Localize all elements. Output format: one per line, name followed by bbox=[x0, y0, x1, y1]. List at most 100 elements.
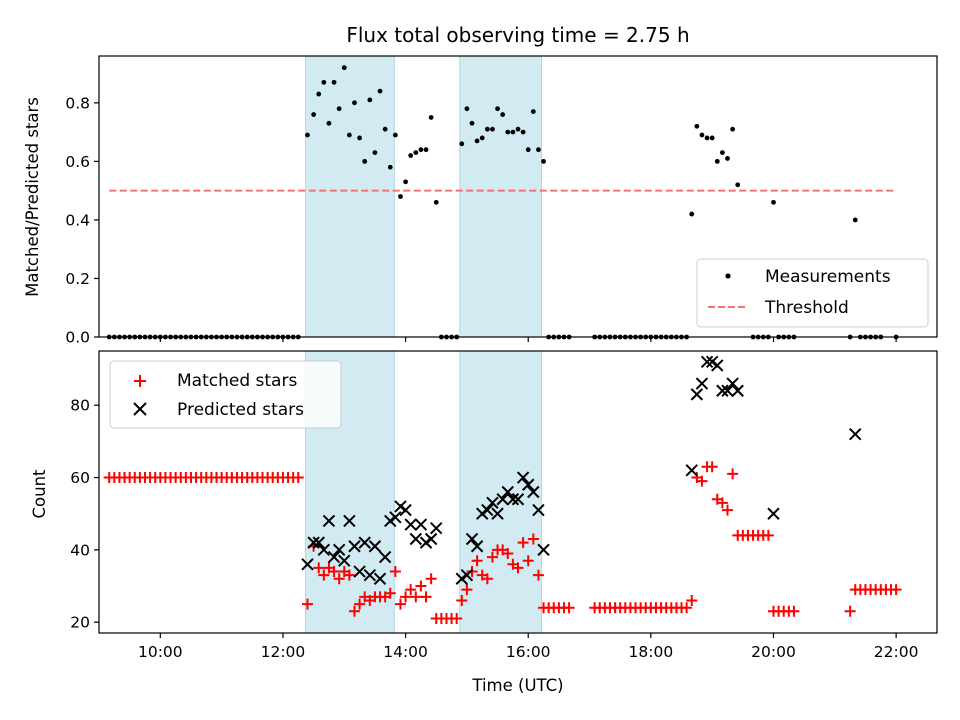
measurements-point bbox=[520, 129, 526, 135]
predicted-stars-point bbox=[332, 543, 346, 557]
measurements-point bbox=[704, 135, 710, 141]
measurements-point bbox=[382, 126, 388, 132]
measurements-point bbox=[459, 141, 465, 147]
measurements-point bbox=[341, 65, 347, 71]
measurements-point bbox=[387, 164, 393, 170]
measurements-point bbox=[530, 109, 536, 115]
predicted-stars-point bbox=[700, 355, 714, 369]
predicted-stars-point bbox=[695, 377, 709, 390]
predicted-stars-point bbox=[481, 503, 494, 517]
measurements-point bbox=[331, 79, 337, 85]
measurements-point bbox=[689, 211, 695, 217]
bottom-axes-frame bbox=[98, 350, 938, 634]
measurements-point bbox=[311, 112, 317, 117]
predicted-stars-point bbox=[404, 518, 417, 531]
predicted-stars-point bbox=[516, 471, 530, 484]
matched-stars-point bbox=[410, 591, 422, 603]
predicted-stars-point bbox=[358, 536, 371, 549]
measurements-point bbox=[398, 194, 403, 199]
matched-stars-point bbox=[466, 566, 478, 578]
matched-stars-point bbox=[394, 598, 406, 610]
predicted-stars-point bbox=[301, 558, 314, 571]
predicted-stars-point bbox=[511, 493, 525, 506]
bottom-highlight-span-1 bbox=[459, 350, 543, 634]
bottom-y-axis-label: Count bbox=[30, 469, 49, 519]
measurements-point bbox=[490, 126, 495, 132]
matched-stars-point bbox=[333, 573, 345, 585]
measurements-point bbox=[505, 129, 511, 135]
bottom-y-tick-label: 80 bbox=[70, 397, 90, 415]
measurements-point bbox=[730, 126, 736, 132]
predicted-stars-point bbox=[317, 543, 331, 557]
predicted-stars-point bbox=[685, 464, 698, 477]
measurements-point bbox=[500, 112, 506, 117]
matched-stars-point bbox=[502, 547, 514, 559]
matched-stars-point bbox=[512, 562, 524, 574]
matched-stars-point bbox=[451, 613, 463, 625]
predicted-stars-point bbox=[522, 478, 535, 491]
measurements-point bbox=[735, 182, 741, 188]
measurements-point bbox=[418, 147, 424, 153]
x-tick-label: 18:00 bbox=[629, 643, 674, 661]
x-tick-label: 12:00 bbox=[261, 643, 306, 661]
top-y-tick-label: 0.2 bbox=[65, 270, 90, 288]
matched-stars-point bbox=[354, 598, 366, 610]
predicted-stars-point bbox=[343, 514, 356, 528]
predicted-stars-point bbox=[527, 485, 540, 499]
measurements-point bbox=[771, 199, 776, 205]
measurements-point bbox=[428, 115, 434, 120]
predicted-stars-point bbox=[312, 536, 325, 549]
matched-stars-point bbox=[517, 537, 529, 549]
matched-stars-point bbox=[696, 475, 708, 487]
measurements-point bbox=[479, 135, 485, 141]
matched-stars-point bbox=[681, 602, 693, 614]
bottom-y-tick-label: 20 bbox=[70, 614, 90, 632]
matched-stars-point bbox=[348, 605, 360, 617]
matched-stars-point bbox=[313, 562, 325, 574]
matched-stars-point bbox=[292, 472, 304, 484]
predicted-stars-point bbox=[322, 514, 336, 528]
predicted-stars-point bbox=[368, 540, 382, 553]
top-highlight-span-0 bbox=[304, 55, 395, 338]
predicted-stars-point bbox=[430, 521, 443, 535]
matched-stars-point bbox=[532, 569, 544, 581]
matched-stars-point bbox=[527, 533, 539, 545]
matched-stars-point bbox=[722, 504, 733, 516]
measurements-point bbox=[464, 106, 470, 112]
predicted-stars-point bbox=[470, 540, 484, 553]
matched-stars-point bbox=[563, 602, 575, 614]
predicted-stars-point bbox=[849, 427, 862, 441]
measurements-point bbox=[362, 158, 368, 164]
matched-stars-point bbox=[425, 573, 437, 585]
matched-stars-point bbox=[788, 605, 800, 617]
matched-stars-point bbox=[328, 566, 340, 578]
predicted-stars-point bbox=[348, 540, 361, 553]
top-highlight-span-1 bbox=[459, 55, 543, 338]
top-y-tick-label: 0.4 bbox=[65, 211, 90, 229]
measurements-point bbox=[852, 217, 858, 223]
measurements-point bbox=[719, 150, 725, 155]
matched-stars-point bbox=[762, 529, 774, 541]
predicted-stars-point bbox=[465, 532, 479, 546]
predicted-stars-point bbox=[327, 550, 341, 564]
measurements-point bbox=[357, 135, 362, 141]
bottom-y-tick-label: 40 bbox=[70, 541, 90, 559]
matched-stars-point bbox=[486, 551, 498, 563]
matched-stars-point bbox=[405, 584, 417, 596]
predicted-stars-point bbox=[501, 485, 514, 499]
measurements-point bbox=[484, 126, 490, 132]
top-y-axis-label: Matched/Predicted stars bbox=[23, 97, 42, 297]
measurements-point bbox=[367, 97, 373, 103]
predicted-stars-point bbox=[731, 384, 744, 397]
measurements-point bbox=[305, 132, 310, 138]
legend-threshold-label: Threshold bbox=[764, 298, 849, 318]
matched-stars-point bbox=[706, 461, 718, 473]
measurements-point bbox=[433, 199, 439, 205]
measurements-point bbox=[372, 150, 378, 155]
measurements-point bbox=[541, 158, 546, 164]
legend-predicted-label: Predicted stars bbox=[177, 400, 304, 420]
matched-stars-point bbox=[318, 569, 330, 581]
measurements-point bbox=[525, 147, 531, 153]
matched-stars-point bbox=[522, 555, 534, 567]
predicted-stars-point bbox=[767, 507, 780, 520]
